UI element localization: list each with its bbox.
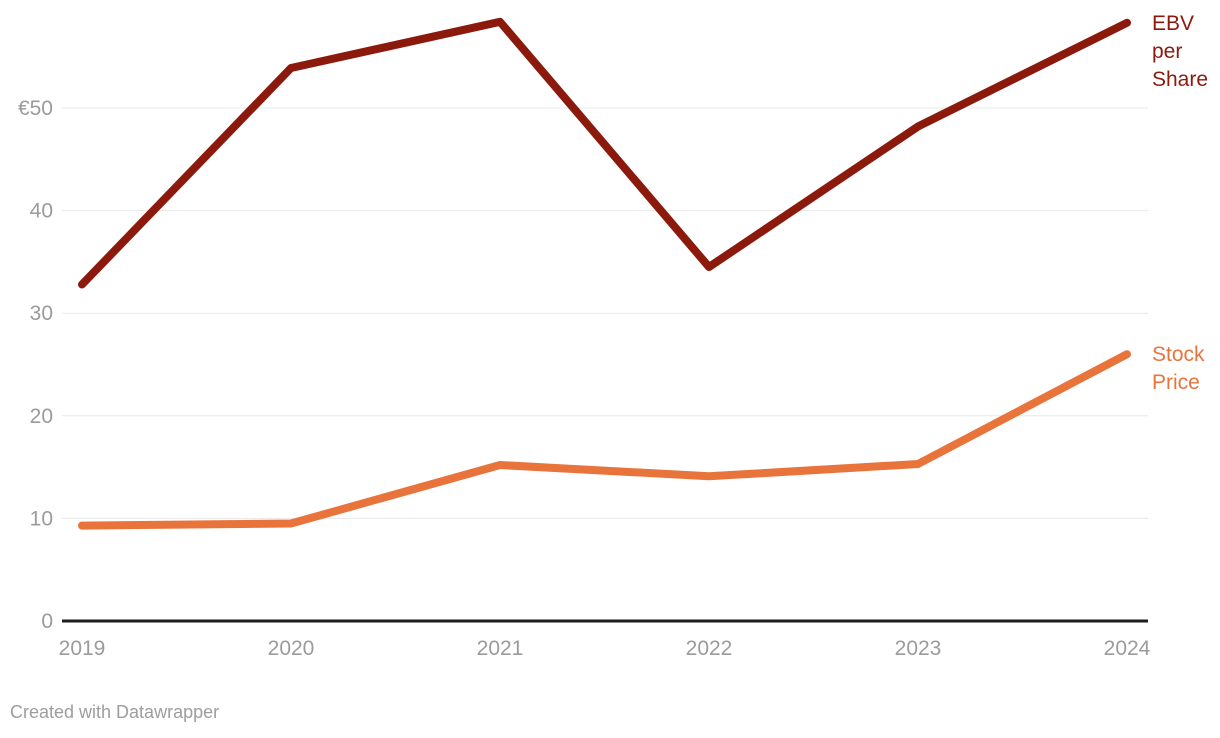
y-axis-tick-label: 40 xyxy=(30,200,53,223)
series-end-labels-layer: EBV per Share Stock Price xyxy=(1152,12,1208,394)
series-lines-layer xyxy=(78,17,1131,530)
series-end-label-ebv-per-share: Share xyxy=(1152,68,1208,91)
series-end-label-ebv-per-share: per xyxy=(1152,40,1182,63)
y-axis-tick-label: €50 xyxy=(18,97,53,120)
series-line-stock-price xyxy=(78,350,1131,530)
y-axis-tick-label: 30 xyxy=(30,302,53,325)
gridlines-layer xyxy=(62,107,1148,623)
x-axis-tick-label: 2022 xyxy=(686,637,733,660)
y-axis-tick-label: 0 xyxy=(41,610,53,633)
y-axis-labels-layer: 0 10 20 30 40 €50 xyxy=(18,97,53,633)
x-axis-tick-label: 2019 xyxy=(59,637,106,660)
x-axis-tick-label: 2020 xyxy=(268,637,315,660)
y-axis-tick-label: 20 xyxy=(30,405,53,428)
x-axis-tick-label: 2023 xyxy=(895,637,942,660)
x-axis-labels-layer: 2019 2020 2021 2022 2023 2024 xyxy=(59,637,1151,660)
x-axis-tick-label: 2021 xyxy=(477,637,524,660)
x-axis-tick-label: 2024 xyxy=(1104,637,1151,660)
series-end-label-stock-price: Stock xyxy=(1152,343,1205,366)
y-axis-tick-label: 10 xyxy=(30,507,53,530)
series-line-ebv-per-share xyxy=(78,17,1131,289)
attribution-text: Created with Datawrapper xyxy=(10,702,220,722)
series-end-label-stock-price: Price xyxy=(1152,371,1200,394)
series-end-label-ebv-per-share: EBV xyxy=(1152,12,1194,35)
